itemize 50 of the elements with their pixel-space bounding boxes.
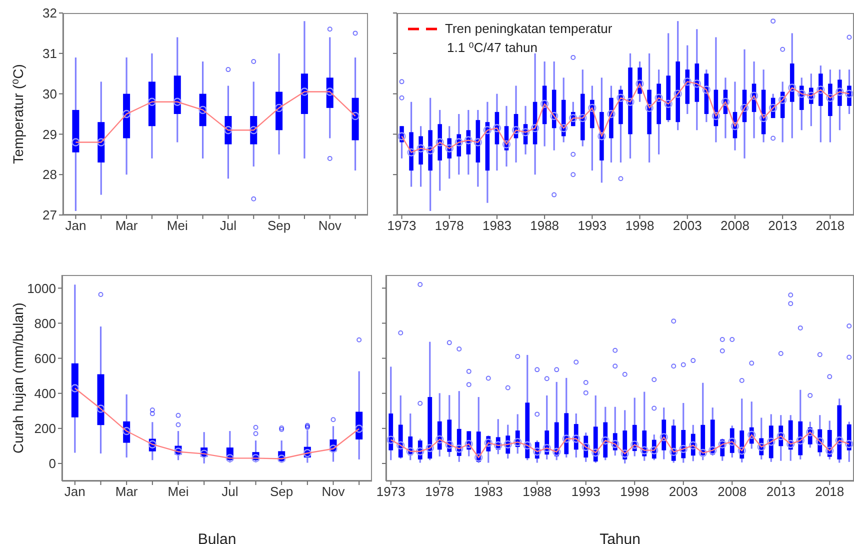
y-tick-label: 400 bbox=[34, 386, 56, 401]
x-tick-label: Nov bbox=[318, 218, 342, 234]
x-tick-label: 2018 bbox=[815, 484, 844, 500]
x-tick-label: Jul bbox=[220, 218, 237, 234]
x-tick-label: Sep bbox=[267, 218, 291, 234]
x-tick-label: 1998 bbox=[620, 484, 650, 500]
y-tick-label: 1000 bbox=[27, 280, 56, 296]
x-tick-label: 2018 bbox=[816, 218, 845, 234]
y-tick-label: 31 bbox=[42, 46, 57, 62]
x-tick-label: 1988 bbox=[530, 218, 560, 234]
x-tick-label: 1983 bbox=[482, 218, 512, 234]
y-axis-title: Temperatur (⁰C) bbox=[10, 64, 26, 164]
y-tick-label: 30 bbox=[42, 86, 57, 102]
x-tick-label: 1978 bbox=[434, 218, 464, 234]
x-tick-label: Mei bbox=[168, 484, 189, 500]
x-tick-label: Jan bbox=[64, 484, 86, 500]
x-tick-label: 2008 bbox=[720, 218, 750, 234]
x-tick-label: 1993 bbox=[578, 218, 607, 234]
x-tick-label: Jan bbox=[65, 218, 86, 234]
y-tick-label: 0 bbox=[48, 456, 56, 472]
y-tick-label: 600 bbox=[34, 350, 56, 366]
x-tick-label: Nov bbox=[322, 484, 346, 500]
x-tick-label: Mar bbox=[115, 218, 138, 234]
x-tick-label: 1973 bbox=[376, 484, 406, 500]
x-tick-label: 2013 bbox=[768, 218, 798, 234]
x-tick-label: 1983 bbox=[474, 484, 503, 500]
x-axis-title: Tahun bbox=[600, 531, 640, 544]
annotation: Tren peningkatan temperatur bbox=[445, 20, 612, 38]
x-tick-label: 2008 bbox=[718, 484, 747, 500]
y-axis-title: Curah hujan (mm/bulan) bbox=[10, 302, 26, 454]
x-tick-label: 2013 bbox=[766, 484, 796, 500]
y-tick-label: 32 bbox=[42, 6, 57, 21]
x-tick-label: Mei bbox=[166, 218, 188, 234]
x-axis-title: Bulan bbox=[198, 531, 236, 544]
annotation: 1.1 ⁰C/47 tahun bbox=[447, 39, 538, 57]
x-tick-label: 2003 bbox=[672, 218, 702, 234]
x-tick-label: 1988 bbox=[522, 484, 552, 500]
y-tick-label: 29 bbox=[42, 126, 57, 142]
x-tick-label: Jul bbox=[222, 484, 238, 500]
y-tick-label: 27 bbox=[42, 208, 57, 223]
y-tick-label: 200 bbox=[34, 421, 56, 436]
x-tick-label: 1978 bbox=[425, 484, 454, 500]
x-tick-label: Mar bbox=[115, 484, 138, 500]
x-tick-label: 1993 bbox=[571, 484, 600, 500]
y-tick-label: 28 bbox=[42, 167, 57, 182]
x-tick-label: Sep bbox=[270, 484, 294, 500]
y-tick-label: 800 bbox=[34, 316, 56, 331]
x-tick-label: 1973 bbox=[387, 218, 416, 234]
x-tick-label: 1998 bbox=[625, 218, 654, 234]
x-tick-label: 2003 bbox=[668, 484, 698, 500]
